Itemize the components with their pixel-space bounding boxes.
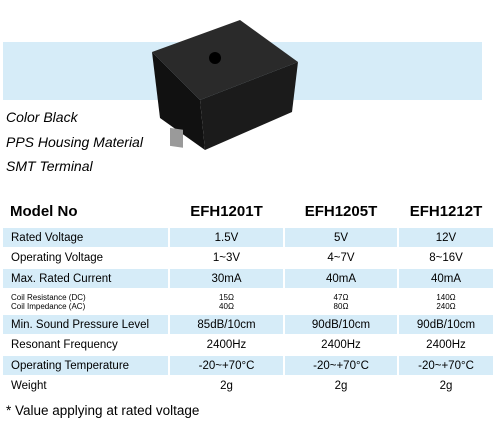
spec-value: 1.5V <box>170 228 283 247</box>
spec-line: 240Ω <box>436 301 456 311</box>
spec-value: 2400Hz <box>321 339 361 351</box>
spec-value: 90dB/10cm <box>399 315 493 334</box>
spec-value: 140Ω 240Ω <box>399 290 493 314</box>
spec-value: 30mA <box>170 269 283 288</box>
spec-value: 1~3V <box>212 252 241 264</box>
header-label: Model No <box>10 203 78 220</box>
spec-value: 2400Hz <box>426 339 466 351</box>
spec-label: Coil Resistance (DC) Coil Impedance (AC) <box>3 290 168 314</box>
spec-value: 85dB/10cm <box>170 315 283 334</box>
spec-label: Operating Temperature <box>3 356 168 375</box>
spec-value: -20~+70°C <box>285 356 397 375</box>
spec-value: 5V <box>285 228 397 247</box>
spec-value: 12V <box>399 228 493 247</box>
spec-label: Max. Rated Current <box>3 269 168 288</box>
spec-value: 2g <box>439 380 453 392</box>
spec-label: Operating Voltage <box>11 252 104 264</box>
spec-line: Coil Impedance (AC) <box>11 301 86 311</box>
feature: PPS Housing Material <box>6 134 143 150</box>
spec-value: 40mA <box>399 269 493 288</box>
model-name: EFH1205T <box>304 203 378 220</box>
model-name: EFH1201T <box>190 203 263 220</box>
spec-value: 47Ω 80Ω <box>285 290 397 314</box>
spec-label: Resonant Frequency <box>11 339 118 351</box>
spec-label: Min. Sound Pressure Level <box>3 315 168 334</box>
spec-value: -20~+70°C <box>170 356 283 375</box>
spec-value: 40mA <box>285 269 397 288</box>
spec-value: 15Ω 40Ω <box>170 290 283 314</box>
feature: Color Black <box>6 109 78 125</box>
spec-value: 2g <box>334 380 348 392</box>
spec-value: 8~16V <box>429 252 463 264</box>
product-image <box>152 20 298 150</box>
spec-value: 2400Hz <box>206 339 247 351</box>
spec-value: 2g <box>220 380 233 392</box>
spec-value: 90dB/10cm <box>285 315 397 334</box>
spec-label: Weight <box>11 380 47 392</box>
spec-line: 15Ω <box>219 292 234 302</box>
spec-line: 47Ω <box>333 292 349 302</box>
spec-line: 80Ω <box>333 301 349 311</box>
model-name: EFH1212T <box>409 203 483 220</box>
spec-line: 140Ω <box>436 292 456 302</box>
feature: SMT Terminal <box>6 158 93 174</box>
spec-line: Coil Resistance (DC) <box>11 292 86 302</box>
spec-value: -20~+70°C <box>399 356 493 375</box>
spec-value: 4~7V <box>327 252 355 264</box>
spec-label: Rated Voltage <box>3 228 168 247</box>
spec-line: 40Ω <box>219 301 234 311</box>
footnote: * Value applying at rated voltage <box>6 403 200 418</box>
